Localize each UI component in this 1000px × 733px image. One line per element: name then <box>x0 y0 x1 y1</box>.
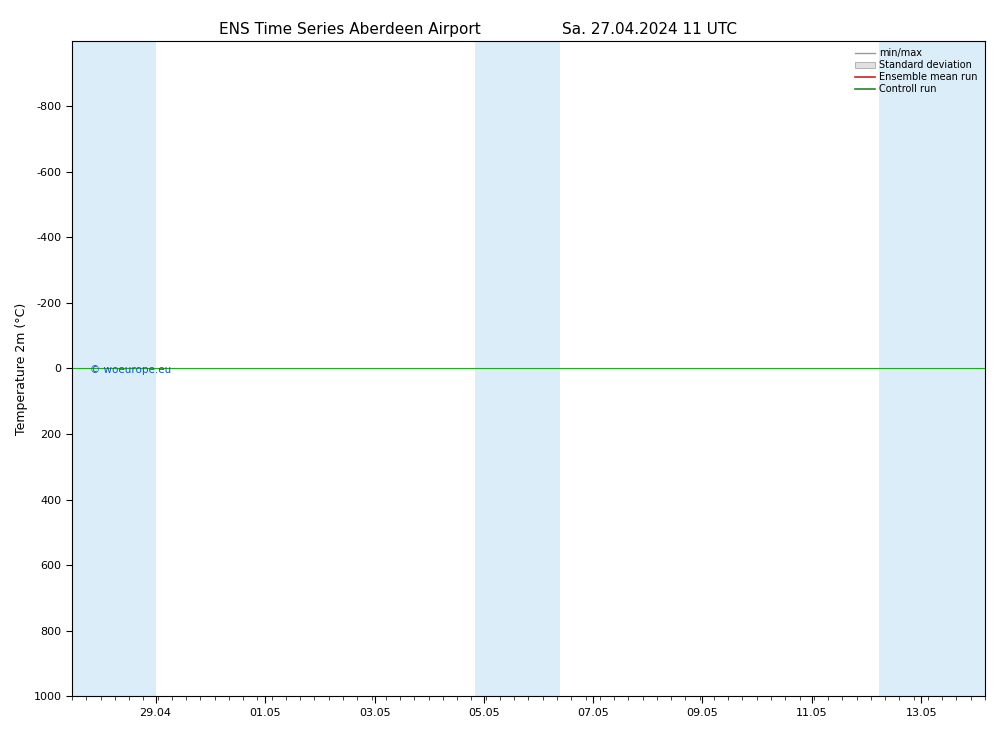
Text: ENS Time Series Aberdeen Airport: ENS Time Series Aberdeen Airport <box>219 22 481 37</box>
Text: © woeurope.eu: © woeurope.eu <box>90 365 171 375</box>
Text: Sa. 27.04.2024 11 UTC: Sa. 27.04.2024 11 UTC <box>562 22 738 37</box>
Bar <box>72 40 156 696</box>
Y-axis label: Temperature 2m (°C): Temperature 2m (°C) <box>15 302 28 435</box>
Legend: min/max, Standard deviation, Ensemble mean run, Controll run: min/max, Standard deviation, Ensemble me… <box>852 45 980 97</box>
Bar <box>879 40 985 696</box>
Bar <box>475 40 560 696</box>
